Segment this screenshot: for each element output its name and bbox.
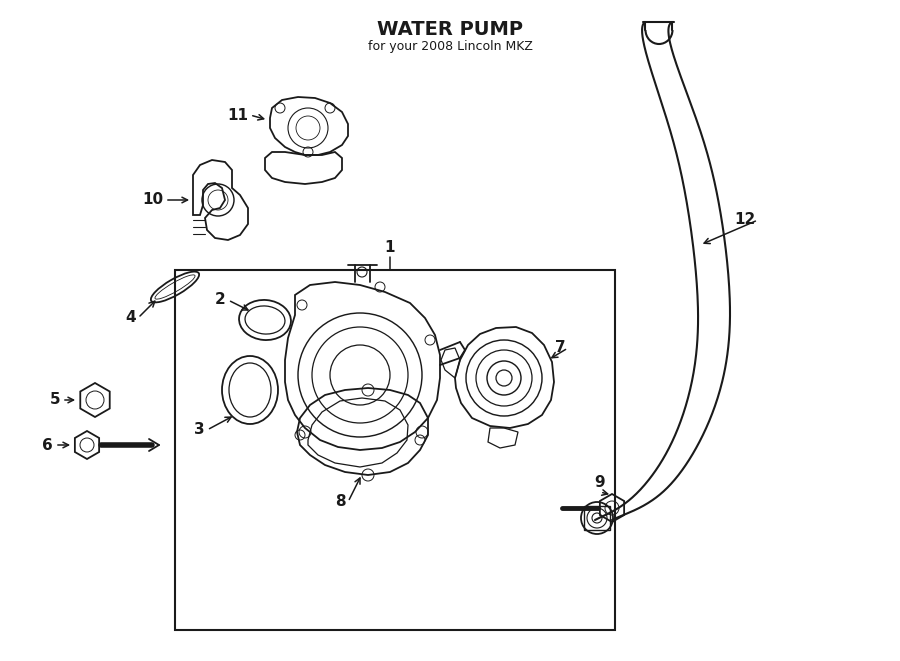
Text: for your 2008 Lincoln MKZ: for your 2008 Lincoln MKZ (367, 40, 533, 53)
Text: 5: 5 (50, 393, 60, 407)
Text: 7: 7 (555, 340, 566, 356)
Text: 4: 4 (125, 311, 136, 325)
Text: WATER PUMP: WATER PUMP (377, 20, 523, 39)
Text: 3: 3 (194, 422, 205, 438)
Text: 9: 9 (595, 475, 606, 490)
Text: 2: 2 (215, 293, 226, 307)
Text: 8: 8 (336, 494, 346, 510)
Text: 1: 1 (385, 240, 395, 255)
Bar (584, 506, 610, 530)
Text: 11: 11 (227, 108, 248, 122)
Text: 10: 10 (142, 192, 163, 208)
Bar (175, 270, 615, 630)
Text: 6: 6 (42, 438, 53, 453)
Text: 12: 12 (734, 212, 756, 227)
